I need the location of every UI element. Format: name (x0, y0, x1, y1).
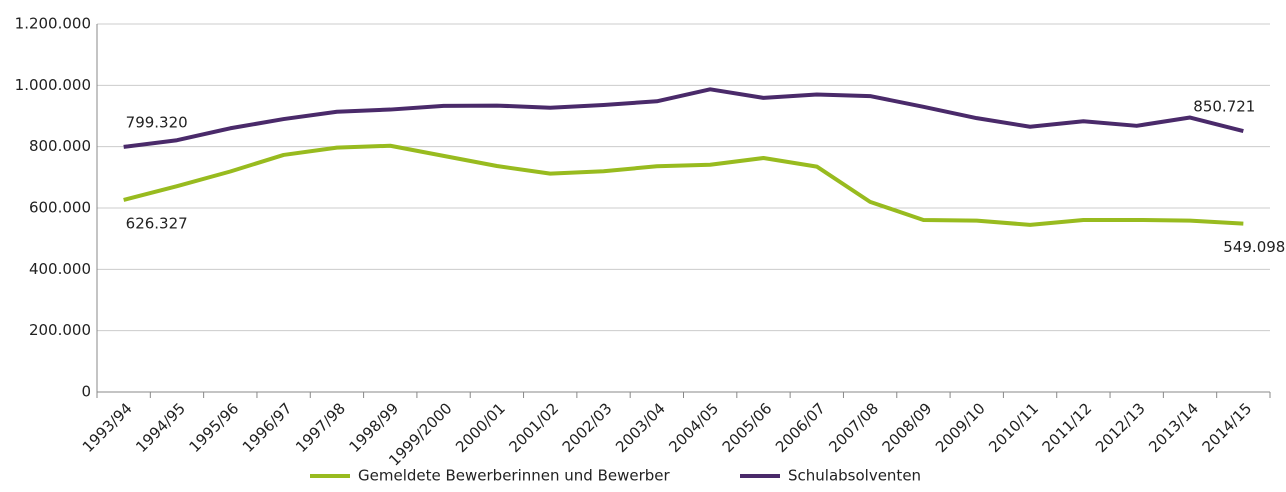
x-tick-label: 2003/04 (612, 399, 669, 456)
legend-label: Gemeldete Bewerberinnen und Bewerber (358, 467, 671, 485)
x-tick-label: 2005/06 (719, 399, 776, 456)
value-label: 850.721 (1193, 98, 1255, 116)
x-tick-label: 1997/98 (292, 399, 349, 456)
y-tick-label: 1.200.000 (15, 15, 91, 33)
y-tick-label: 200.000 (29, 321, 91, 339)
x-tick-label: 2008/09 (879, 399, 936, 456)
x-tick-label: 2013/14 (1145, 399, 1202, 456)
x-tick-label: 2002/03 (559, 399, 616, 456)
x-tick-label: 1996/97 (239, 399, 296, 456)
legend-label: Schulabsolventen (788, 467, 921, 485)
value-label: 626.327 (126, 214, 188, 232)
series-line (123, 143, 1244, 227)
x-tick-label: 1995/96 (186, 399, 243, 456)
y-tick-label: 1.000.000 (15, 76, 91, 94)
y-tick-label: 400.000 (29, 260, 91, 278)
y-tick-label: 800.000 (29, 137, 91, 155)
x-tick-label: 1994/95 (132, 399, 189, 456)
x-tick-label: 2012/13 (1092, 399, 1149, 456)
x-tick-label: 2010/11 (985, 399, 1042, 456)
y-tick-label: 600.000 (29, 199, 91, 217)
x-tick-label: 2007/08 (825, 399, 882, 456)
x-tick-label: 2009/10 (932, 399, 989, 456)
x-tick-label: 2014/15 (1199, 399, 1256, 456)
x-tick-label: 2004/05 (665, 399, 722, 456)
series-line (123, 87, 1244, 149)
y-tick-label: 0 (81, 383, 91, 401)
x-tick-label: 2001/02 (505, 399, 562, 456)
x-tick-label: 2006/07 (772, 399, 829, 456)
x-tick-label: 2011/12 (1039, 399, 1096, 456)
value-label: 549.098 (1223, 238, 1285, 256)
x-tick-label: 1993/94 (79, 399, 136, 456)
value-label: 799.320 (126, 113, 188, 131)
x-tick-label: 2000/01 (452, 399, 509, 456)
